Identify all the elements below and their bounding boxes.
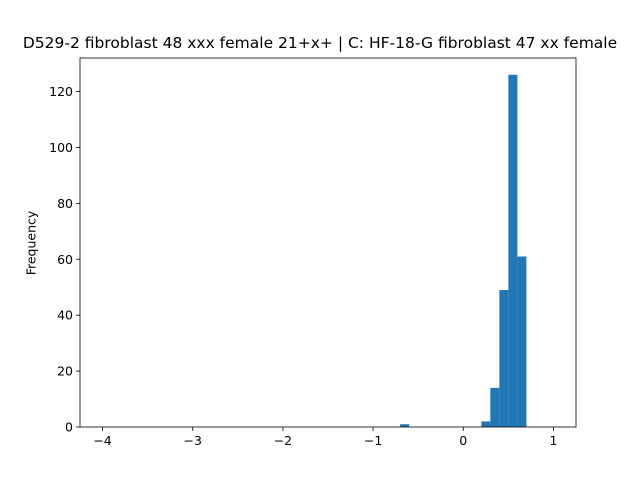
histogram-bar <box>400 424 410 427</box>
histogram-bar <box>481 421 491 427</box>
x-tick-label: −1 <box>364 433 382 448</box>
chart-title: D529-2 fibroblast 48 xxx female 21+x+ | … <box>22 34 618 52</box>
y-tick-label: 20 <box>57 364 73 379</box>
y-tick-label: 60 <box>57 252 73 267</box>
x-axis-ticks: −4 −3 −2 −1 0 1 <box>93 427 557 448</box>
x-tick-label: −2 <box>274 433 292 448</box>
y-tick-label: 100 <box>49 140 73 155</box>
x-tick-label: −3 <box>184 433 202 448</box>
x-tick-label: 0 <box>459 433 467 448</box>
y-tick-label: 0 <box>65 420 73 435</box>
y-tick-label: 40 <box>57 308 73 323</box>
histogram-bar <box>490 387 500 427</box>
x-tick-label: 1 <box>549 433 557 448</box>
histogram-bar <box>508 74 518 427</box>
y-tick-label: 80 <box>57 196 73 211</box>
histogram-bar <box>517 256 527 427</box>
y-tick-label: 120 <box>49 84 73 99</box>
histogram-bar <box>499 290 509 427</box>
bars-group <box>400 74 527 427</box>
plot-frame <box>79 57 577 428</box>
x-tick-label: −4 <box>93 433 111 448</box>
y-axis-ticks: 0 20 40 60 80 100 120 <box>49 84 80 435</box>
